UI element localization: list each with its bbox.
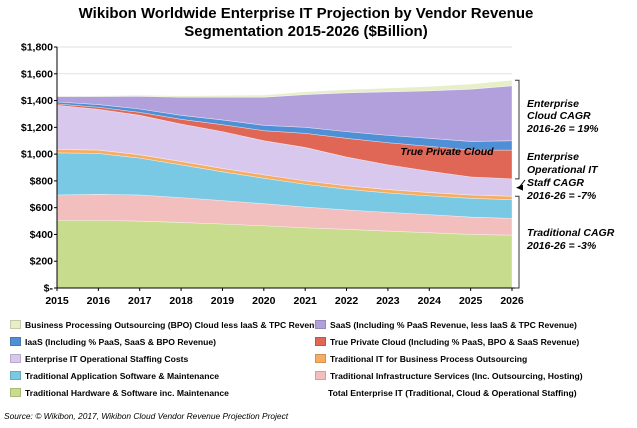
annotations: True Private Cloud Enterprise Cloud CAGR… [400, 98, 614, 252]
legend-label: SaaS (Including % PaaS Revenue, less Iaa… [330, 319, 577, 330]
area-business-processing-outsourcing-bpo-clou [56, 79, 513, 98]
annotation-brackets [515, 79, 526, 289]
bracket-cloud [515, 79, 520, 180]
y-tick-label: $1,400 [21, 95, 53, 107]
legend-item-bpo-cloud: Business Processing Outsourcing (BPO) Cl… [10, 318, 315, 331]
x-tick-label: 2016 [87, 295, 111, 307]
legend-label: Traditional Infrastructure Services (Inc… [330, 370, 583, 381]
y-tick-label: $1,800 [21, 42, 53, 54]
legend-swatch [10, 337, 21, 346]
legend-swatch [315, 371, 326, 380]
y-tick-label: $1,600 [21, 68, 53, 80]
x-axis-tick-labels: 2015 2016 2017 2018 2019 2020 2021 2022 2023 2024… [45, 288, 524, 307]
legend-label: Traditional Hardware & Software inc. Mai… [25, 387, 229, 398]
legend-item-true-private-cloud: True Private Cloud (Including % PaaS, BP… [315, 335, 625, 348]
legend: Business Processing Outsourcing (BPO) Cl… [10, 318, 630, 399]
legend-item-traditional-bpo: Traditional IT for Business Process Outs… [315, 352, 625, 365]
x-tick-label: 2023 [376, 295, 400, 307]
annotation-cloud-cagr-3: 2016-26 = 19% [526, 123, 599, 135]
x-tick-label: 2019 [211, 295, 235, 307]
x-tick-label: 2017 [128, 295, 152, 307]
chart-title-line-1: Wikibon Worldwide Enterprise IT Projecti… [79, 5, 534, 22]
y-tick-label: $- [44, 283, 54, 295]
legend-swatch [315, 337, 326, 346]
y-tick-label: $600 [30, 202, 54, 214]
x-tick-label: 2025 [459, 295, 483, 307]
y-axis-tick-labels: $- $200 $400 $600 $800 $1,000 $1,200 $1,400 $1,6… [21, 42, 57, 295]
legend-item-traditional-hardware-software: Traditional Hardware & Software inc. Mai… [10, 386, 315, 399]
chart-title-line-2: Segmentation 2015-2026 ($Billion) [184, 23, 427, 40]
source-note: Source: © Wikibon, 2017, Wikibon Cloud V… [4, 411, 289, 421]
legend-item-iaas: IaaS (Including % PaaS, SaaS & BPO Reven… [10, 335, 315, 348]
axes [56, 47, 516, 289]
legend-item-traditional-application-software: Traditional Application Software & Maint… [10, 369, 315, 382]
y-tick-label: $400 [30, 229, 54, 241]
legend-swatch [10, 354, 21, 363]
bracket-traditional [515, 195, 520, 289]
y-tick-label: $1,200 [21, 122, 53, 134]
x-tick-label: 2015 [45, 295, 69, 307]
x-tick-label: 2020 [252, 295, 276, 307]
area-series [56, 79, 513, 289]
staff-arrow-head [516, 184, 523, 191]
legend-label: Total Enterprise IT (Traditional, Cloud … [328, 387, 577, 398]
legend-swatch [315, 354, 326, 363]
annotation-true-private-cloud: True Private Cloud [400, 146, 494, 158]
legend-item-traditional-infrastructure-services: Traditional Infrastructure Services (Inc… [315, 369, 625, 382]
annotation-staff-cagr-1: Enterprise [527, 151, 579, 163]
stacked-area-chart: Wikibon Worldwide Enterprise IT Projecti… [21, 5, 615, 307]
x-tick-label: 2024 [418, 295, 442, 307]
annotation-cloud-cagr-2: Cloud CAGR [527, 110, 591, 122]
annotation-cloud-cagr-1: Enterprise [527, 98, 579, 110]
x-tick-label: 2018 [169, 295, 193, 307]
x-tick-label: 2026 [500, 295, 524, 307]
x-tick-label: 2022 [335, 295, 359, 307]
y-tick-label: $200 [30, 256, 54, 268]
legend-label: Traditional IT for Business Process Outs… [330, 353, 528, 364]
legend-label: IaaS (Including % PaaS, SaaS & BPO Reven… [25, 336, 217, 347]
legend-item-saas: SaaS (Including % PaaS Revenue, less Iaa… [315, 318, 625, 331]
annotation-staff-cagr-2: Operational IT [527, 164, 599, 176]
legend-swatch [315, 320, 326, 329]
legend-label: True Private Cloud (Including % PaaS, BP… [330, 336, 580, 347]
legend-item-operational-staffing: Enterprise IT Operational Staffing Costs [10, 352, 315, 365]
legend-label: Traditional Application Software & Maint… [25, 370, 220, 381]
annotation-traditional-cagr-2: 2016-26 = -3% [526, 240, 597, 252]
annotation-staff-cagr-4: 2016-26 = -7% [526, 190, 597, 202]
legend-label: Business Processing Outsourcing (BPO) Cl… [25, 319, 315, 330]
legend-item-total-enterprise-it: Total Enterprise IT (Traditional, Cloud … [315, 386, 625, 399]
legend-swatch [10, 388, 21, 397]
annotation-staff-cagr-3: Staff CAGR [527, 177, 584, 189]
legend-swatch [315, 389, 324, 396]
y-tick-label: $800 [30, 175, 54, 187]
x-tick-label: 2021 [294, 295, 318, 307]
legend-swatch [10, 371, 21, 380]
annotation-traditional-cagr-1: Traditional CAGR [527, 227, 615, 239]
legend-label: Enterprise IT Operational Staffing Costs [25, 353, 189, 364]
y-tick-label: $1,000 [21, 149, 53, 161]
legend-swatch [10, 320, 21, 329]
